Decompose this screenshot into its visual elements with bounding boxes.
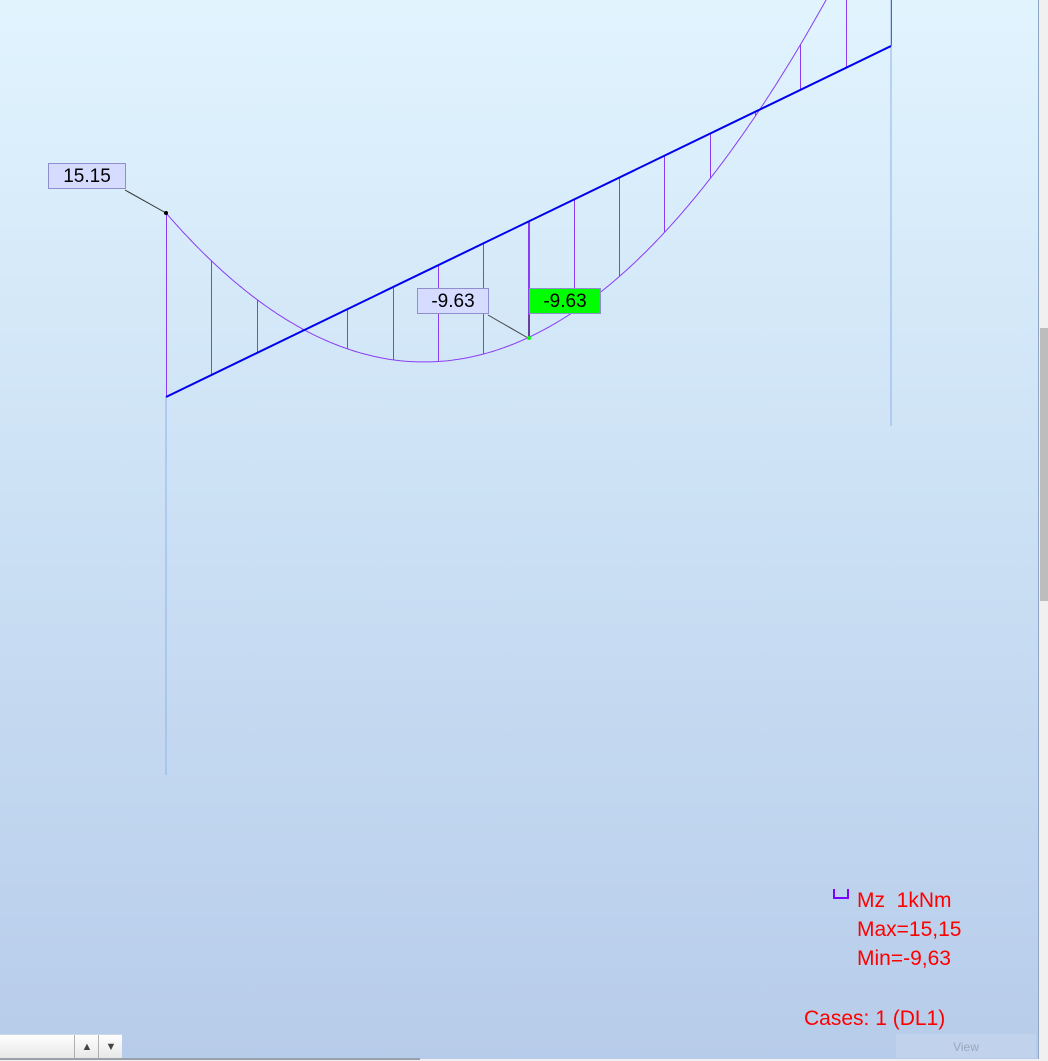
vertical-scrollbar[interactable] xyxy=(1039,0,1048,1059)
beam-line xyxy=(165,45,892,398)
max-value-label: 15.15 xyxy=(48,163,126,189)
view-button[interactable]: View xyxy=(896,1034,1036,1058)
legend: Mz 1kNm Max=15,15 Min=-9,63 xyxy=(857,886,962,973)
spin-down-button[interactable]: ▼ xyxy=(98,1035,123,1059)
scrollbar-thumb[interactable] xyxy=(1040,328,1048,601)
max-point-marker xyxy=(164,211,168,215)
legend-cases: Cases: 1 (DL1) xyxy=(804,1007,946,1030)
selected-value-label: -9.63 xyxy=(529,288,601,314)
min-label-leader xyxy=(487,314,529,339)
max-label-leader xyxy=(124,189,167,214)
legend-min: Min=-9,63 xyxy=(857,947,951,970)
spin-up-button[interactable]: ▲ xyxy=(74,1035,99,1059)
legend-max: Max=15,15 xyxy=(857,918,962,941)
bottom-divider xyxy=(0,1058,420,1060)
min-value-label: -9.63 xyxy=(417,288,489,314)
legend-diagram-icon xyxy=(833,889,849,899)
spinner-field[interactable]: ▲ ▼ xyxy=(0,1034,122,1059)
legend-quantity: Mz 1kNm xyxy=(857,889,952,912)
selected-point-marker xyxy=(527,336,531,340)
